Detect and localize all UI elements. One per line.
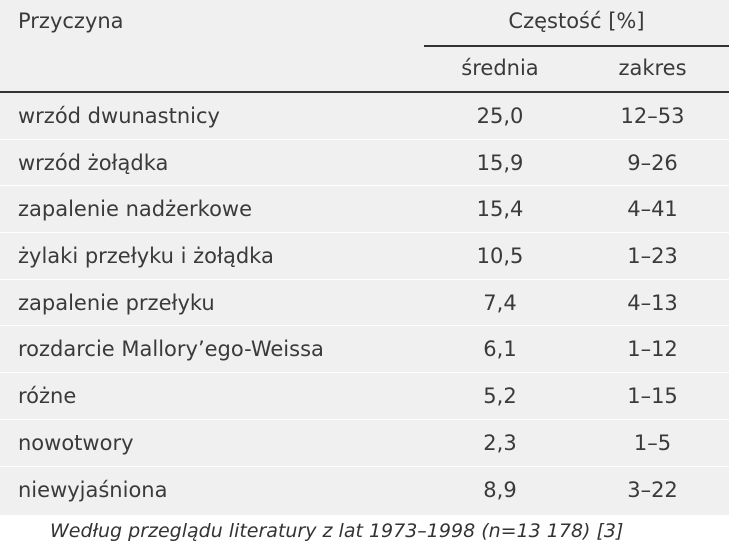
cell-range: 12–53: [620, 104, 685, 128]
cell-cause: zapalenie przełyku: [18, 290, 215, 315]
header-mean: średnia: [461, 56, 539, 80]
cell-range: 1–15: [627, 384, 678, 409]
table-row: wrzód dwunastnicy 25,0 12–53: [0, 93, 729, 140]
table-footnote: Według przeglądu literatury z lat 1973–1…: [50, 520, 624, 542]
table-row: nowotwory 2,3 1–5: [0, 420, 729, 467]
cell-mean: 8,9: [483, 477, 517, 502]
cell-cause: żylaki przełyku i żołądka: [18, 244, 274, 269]
cell-mean: 5,2: [483, 384, 517, 409]
cell-cause: nowotwory: [18, 430, 134, 455]
table-row: wrzód żołądka 15,9 9–26: [0, 140, 729, 187]
causes-table: Przyczyna Częstość [%] średnia zakres wr…: [0, 0, 729, 515]
cell-cause: wrzód żołądka: [18, 150, 169, 175]
header-frequency: Częstość [%]: [508, 9, 645, 33]
cell-mean: 6,1: [483, 337, 517, 362]
table-header: Przyczyna Częstość [%] średnia zakres: [0, 0, 729, 93]
cell-cause: różne: [18, 384, 77, 409]
cell-range: 1–12: [627, 337, 678, 362]
header-cause: Przyczyna: [18, 9, 124, 33]
table-row: różne 5,2 1–15: [0, 373, 729, 420]
cell-range: 1–23: [627, 244, 678, 269]
table-row: rozdarcie Mallory’ego-Weissa 6,1 1–12: [0, 326, 729, 374]
cell-cause: wrzód dwunastnicy: [18, 104, 220, 128]
cell-mean: 15,9: [476, 150, 524, 175]
table-row: niewyjaśniona 8,9 3–22: [0, 467, 729, 514]
cell-mean: 10,5: [476, 244, 524, 269]
cell-mean: 7,4: [483, 290, 517, 315]
table-row: żylaki przełyku i żołądka 10,5 1–23: [0, 233, 729, 280]
cell-range: 4–41: [627, 197, 678, 222]
cell-cause: rozdarcie Mallory’ego-Weissa: [18, 337, 324, 362]
table-body: wrzód dwunastnicy 25,0 12–53 wrzód żołąd…: [0, 93, 729, 513]
cell-range: 9–26: [627, 150, 678, 175]
cell-cause: niewyjaśniona: [18, 477, 168, 502]
cell-mean: 2,3: [483, 430, 517, 455]
header-bottom-rule: [0, 91, 729, 93]
cell-mean: 25,0: [476, 104, 524, 128]
cell-range: 3–22: [627, 477, 678, 502]
header-frequency-rule: [424, 45, 729, 47]
header-range: zakres: [618, 56, 687, 80]
cell-mean: 15,4: [476, 197, 524, 222]
table-row: zapalenie przełyku 7,4 4–13: [0, 280, 729, 327]
table-row: zapalenie nadżerkowe 15,4 4–41: [0, 186, 729, 234]
cell-range: 4–13: [627, 290, 678, 315]
cell-cause: zapalenie nadżerkowe: [18, 197, 253, 222]
cell-range: 1–5: [633, 430, 672, 455]
